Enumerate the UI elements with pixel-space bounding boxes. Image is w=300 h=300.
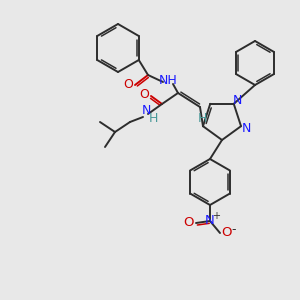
Text: -: - (232, 224, 236, 236)
Text: NH: NH (159, 74, 177, 86)
Text: H: H (197, 112, 207, 124)
Text: H: H (148, 112, 158, 124)
Text: O: O (184, 217, 194, 230)
Text: N: N (205, 214, 215, 227)
Text: N: N (241, 122, 251, 135)
Text: O: O (139, 88, 149, 101)
Text: +: + (212, 211, 220, 221)
Text: O: O (222, 226, 232, 239)
Text: N: N (233, 94, 242, 107)
Text: N: N (141, 103, 151, 116)
Text: O: O (123, 79, 133, 92)
